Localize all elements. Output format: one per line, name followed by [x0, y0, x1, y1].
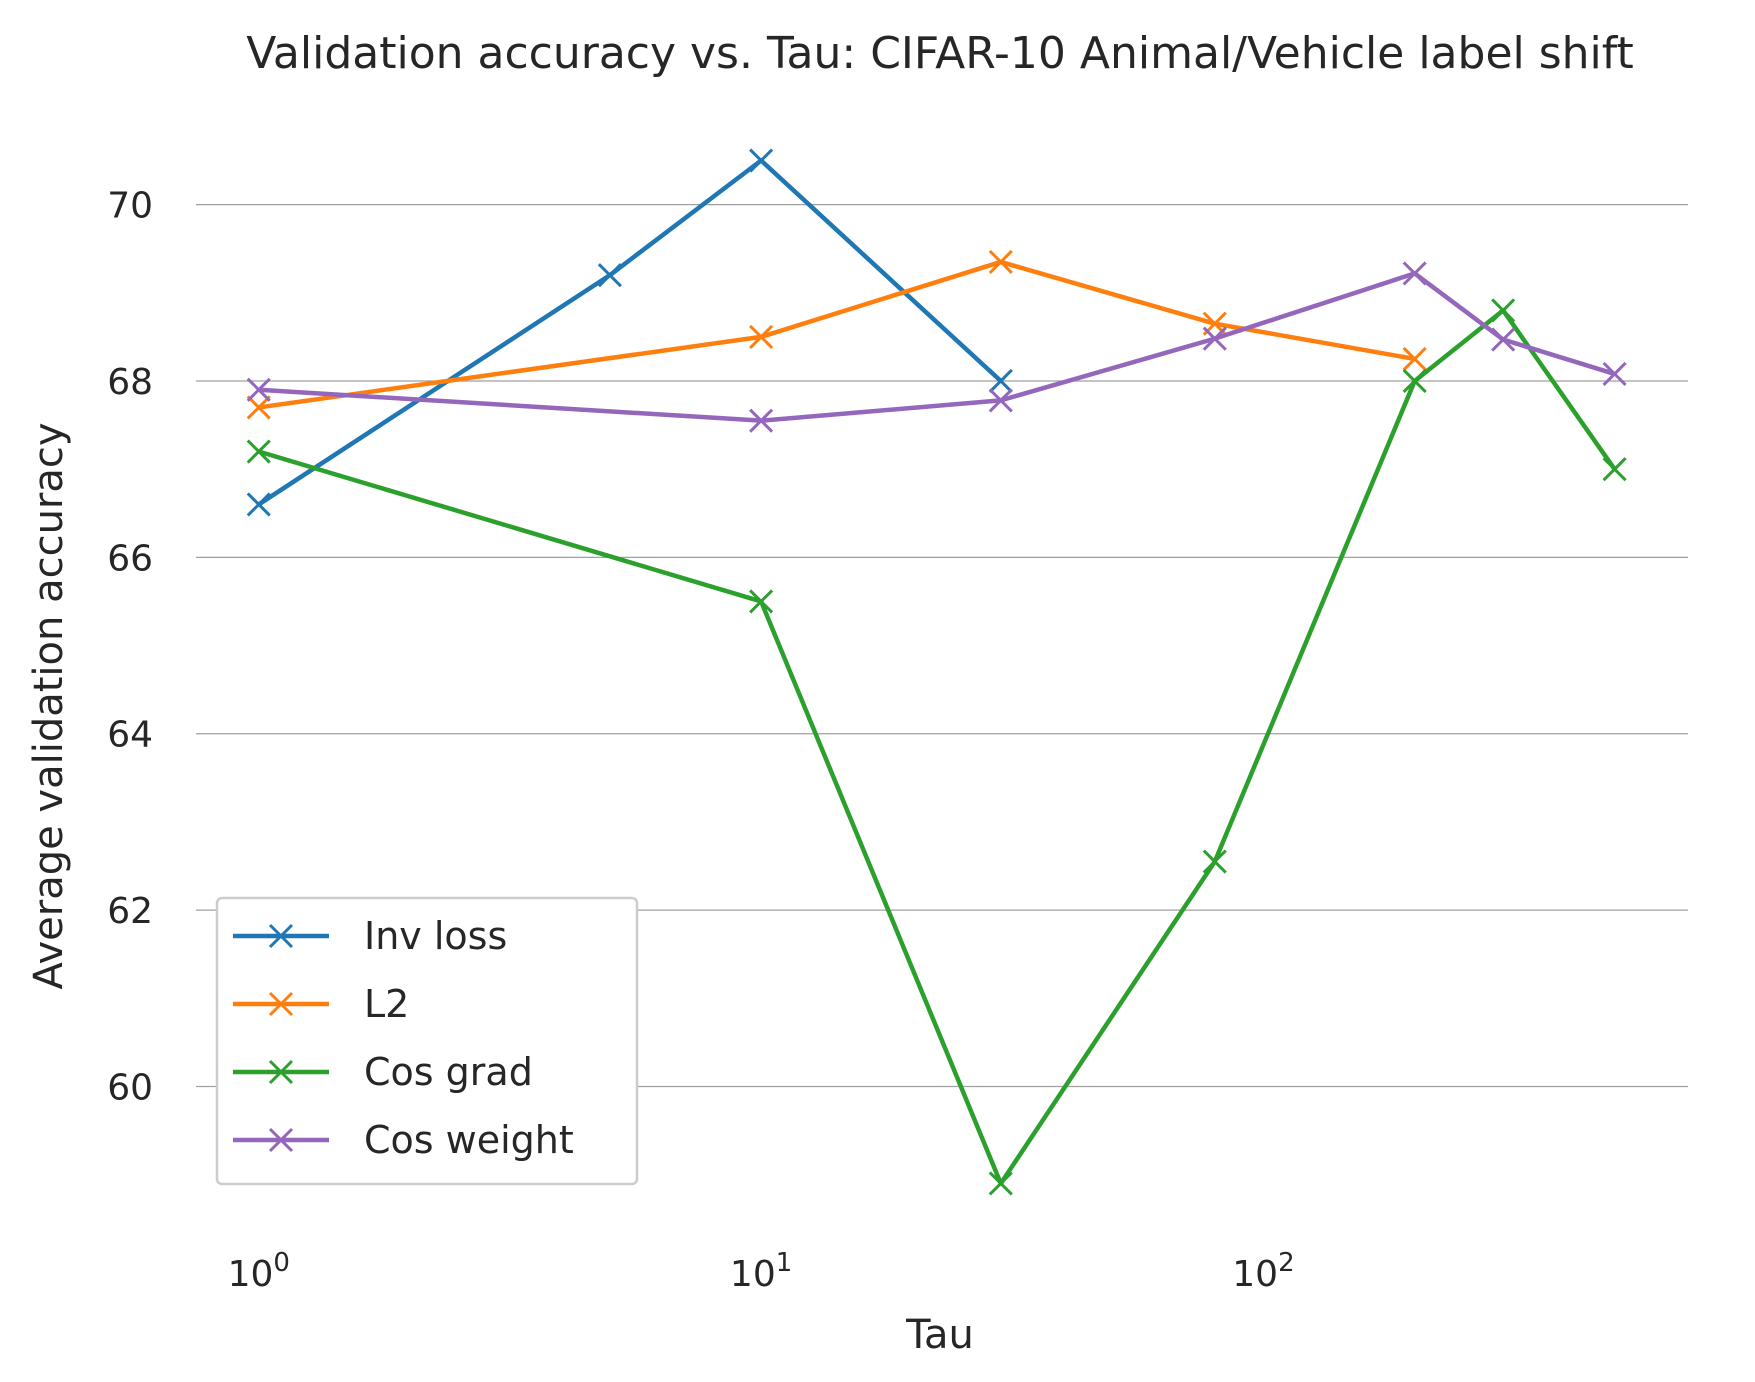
legend-marker	[268, 1127, 294, 1153]
data-point-inv-loss	[597, 263, 622, 288]
y-tick-label: 68	[107, 362, 153, 403]
legend-marker	[268, 1059, 294, 1085]
y-tick-label: 62	[107, 891, 153, 932]
data-point-cos-weight	[1402, 261, 1427, 286]
data-point-l2	[988, 249, 1013, 274]
data-point-inv-loss	[988, 368, 1013, 394]
data-point-cos-grad	[1402, 368, 1427, 394]
data-point-l2	[749, 324, 774, 349]
data-point-l2	[246, 395, 271, 420]
y-tick-label: 64	[107, 715, 153, 756]
legend-entry-inv-loss: Inv loss	[233, 914, 507, 958]
series-l2	[246, 249, 1427, 420]
data-point-cos-grad	[1202, 849, 1227, 874]
series-cos-grad	[246, 298, 1627, 1196]
legend-marker	[268, 991, 294, 1017]
y-tick-label: 60	[107, 1067, 153, 1108]
legend-frame	[215, 896, 639, 1186]
x-tick-exponent: 2	[1278, 1248, 1295, 1278]
data-point-l2	[1402, 346, 1427, 371]
series-line-l2	[256, 259, 1417, 410]
data-point-cos-grad	[246, 439, 271, 464]
x-tick-exponent: 1	[776, 1248, 793, 1278]
x-tick-label: 102	[1232, 1248, 1294, 1295]
series-line-inv-loss	[256, 158, 1004, 507]
legend-label: Cos weight	[364, 1118, 574, 1162]
series-cos-weight	[246, 261, 1627, 433]
legend-label: Inv loss	[364, 914, 507, 958]
data-point-cos-grad	[749, 589, 774, 614]
x-tick-label: 100	[228, 1248, 290, 1295]
data-point-cos-weight	[1602, 361, 1627, 386]
data-point-cos-weight	[988, 388, 1013, 413]
x-tick-exponent: 0	[273, 1248, 290, 1278]
series-layer	[246, 148, 1627, 1196]
legend-entry-cos-weight: Cos weight	[233, 1118, 574, 1162]
legend-entry-cos-grad: Cos grad	[233, 1050, 533, 1094]
chart-title: Validation accuracy vs. Tau: CIFAR-10 An…	[246, 28, 1633, 79]
y-axis-label: Average validation accuracy	[26, 422, 72, 989]
y-tick-labels: 60 62 64 66 68 70	[107, 186, 153, 1109]
legend: Inv loss L2 Cos grad Cos weight	[215, 896, 639, 1186]
data-point-cos-weight	[1202, 326, 1227, 351]
x-tick-base: 10	[730, 1254, 776, 1295]
x-tick-base: 10	[228, 1254, 274, 1295]
series-line-cos-weight	[256, 271, 1617, 423]
y-tick-label: 66	[107, 538, 153, 579]
legend-label: L2	[364, 982, 409, 1026]
data-point-inv-loss	[749, 148, 774, 173]
data-point-cos-grad	[1602, 457, 1627, 482]
x-tick-base: 10	[1232, 1254, 1278, 1295]
data-point-cos-weight	[749, 408, 774, 433]
data-point-cos-weight	[246, 377, 271, 402]
data-point-cos-grad	[1491, 298, 1516, 323]
legend-items: Inv loss L2 Cos grad Cos weight	[233, 914, 574, 1162]
legend-marker	[268, 923, 294, 949]
series-inv-loss	[246, 148, 1013, 517]
legend-label: Cos grad	[364, 1050, 533, 1094]
x-tick-labels: 100 101 102	[228, 1248, 1295, 1295]
data-point-cos-grad	[988, 1171, 1013, 1196]
x-tick-label: 101	[730, 1248, 792, 1295]
legend-entry-l2: L2	[233, 982, 409, 1026]
y-tick-label: 70	[107, 186, 153, 227]
data-point-cos-weight	[1491, 327, 1516, 352]
data-point-inv-loss	[246, 492, 271, 517]
x-axis-label: Tau	[905, 1312, 974, 1358]
